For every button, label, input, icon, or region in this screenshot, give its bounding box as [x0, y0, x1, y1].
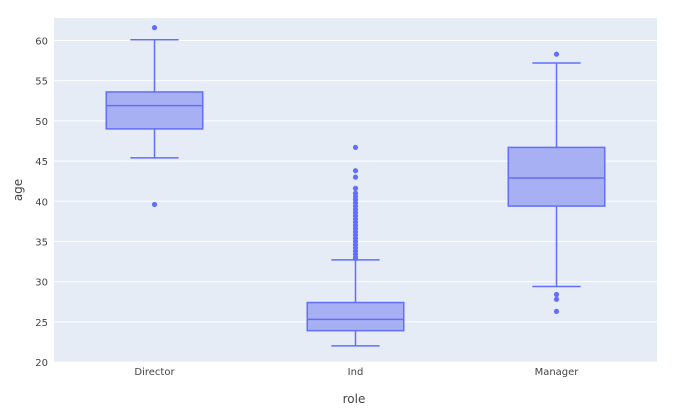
box-ind: [306, 144, 405, 347]
boxes: [105, 25, 606, 347]
outlier-point: [352, 144, 359, 151]
iqr-box: [306, 301, 405, 332]
outlier-point: [352, 168, 359, 174]
outlier-point: [151, 25, 158, 31]
outlier-point: [553, 291, 560, 298]
y-tick-label: 35: [35, 237, 48, 248]
iqr-box: [105, 91, 204, 130]
x-tick-label: Manager: [535, 367, 580, 378]
outlier-point: [352, 255, 359, 261]
y-tick-label: 60: [35, 37, 48, 48]
y-tick-label: 55: [35, 77, 48, 88]
outlier-point: [553, 51, 560, 57]
box-director: [105, 25, 204, 208]
x-tick-label: Ind: [348, 367, 364, 378]
box-manager: [507, 51, 606, 314]
outlier-point: [352, 185, 359, 191]
x-axis-title: role: [343, 392, 366, 406]
y-tick-label: 30: [35, 278, 48, 289]
outlier-point: [553, 308, 560, 314]
outlier-point: [151, 201, 158, 208]
y-tick-label: 40: [35, 197, 48, 208]
x-axis-ticks: Director Ind Manager: [134, 367, 579, 378]
outlier-point: [352, 174, 359, 180]
iqr-box: [507, 146, 606, 207]
y-tick-label: 50: [35, 117, 48, 128]
x-tick-label: Director: [134, 367, 175, 378]
y-tick-label: 25: [35, 318, 48, 329]
y-axis-title: age: [11, 179, 25, 201]
y-tick-label: 45: [35, 157, 48, 168]
y-tick-label: 20: [35, 358, 48, 369]
y-axis-ticks: 20 25 30 35 40 45 50 55 60: [35, 37, 48, 369]
outlier-point: [553, 296, 560, 302]
